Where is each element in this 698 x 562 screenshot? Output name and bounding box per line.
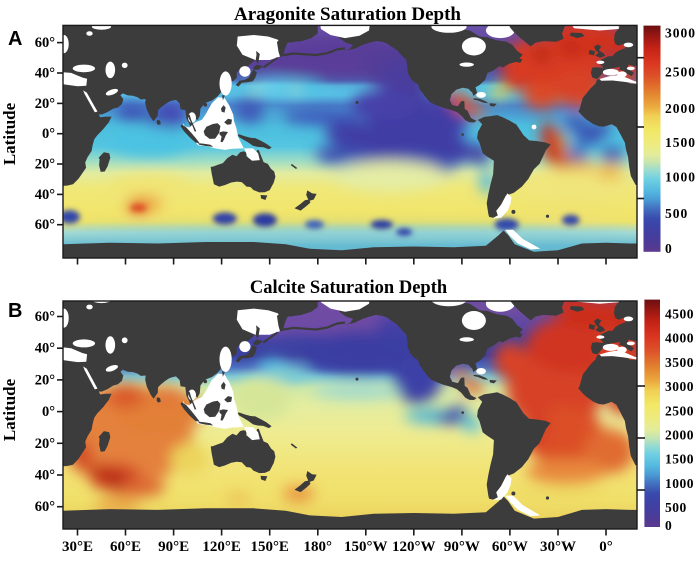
svg-text:B: B xyxy=(8,300,22,322)
svg-text:120°E: 120°E xyxy=(202,539,241,555)
svg-text:0°: 0° xyxy=(42,126,55,142)
svg-text:500: 500 xyxy=(665,500,687,515)
svg-text:120°W: 120°W xyxy=(392,539,436,555)
svg-text:40°: 40° xyxy=(35,341,56,357)
svg-text:150°E: 150°E xyxy=(250,539,289,555)
svg-text:1500: 1500 xyxy=(665,135,696,150)
svg-text:3000: 3000 xyxy=(665,26,696,41)
svg-text:Calcite Saturation Depth: Calcite Saturation Depth xyxy=(250,278,448,298)
svg-text:150°W: 150°W xyxy=(344,539,388,555)
svg-text:30°W: 30°W xyxy=(540,539,576,555)
svg-text:90°W: 90°W xyxy=(444,539,480,555)
svg-text:0°: 0° xyxy=(599,539,613,555)
svg-text:3500: 3500 xyxy=(665,355,694,370)
svg-text:30°E: 30°E xyxy=(62,539,93,555)
svg-text:2500: 2500 xyxy=(665,65,696,80)
svg-text:180°: 180° xyxy=(304,539,333,555)
svg-text:40°: 40° xyxy=(35,66,56,82)
svg-text:90°E: 90°E xyxy=(158,539,189,555)
svg-text:4000: 4000 xyxy=(665,331,694,346)
svg-text:60°: 60° xyxy=(35,217,56,233)
svg-text:A: A xyxy=(8,28,22,50)
svg-text:500: 500 xyxy=(665,206,688,221)
svg-text:2000: 2000 xyxy=(665,428,694,443)
svg-text:20°: 20° xyxy=(35,372,56,388)
svg-text:Aragonite Saturation Depth: Aragonite Saturation Depth xyxy=(234,4,461,25)
svg-text:3000: 3000 xyxy=(665,379,694,394)
svg-text:1000: 1000 xyxy=(665,170,696,185)
svg-text:0: 0 xyxy=(665,518,672,533)
svg-text:20°: 20° xyxy=(35,436,56,452)
svg-text:60°E: 60°E xyxy=(110,539,141,555)
svg-text:60°: 60° xyxy=(35,499,56,515)
svg-text:1500: 1500 xyxy=(665,452,694,467)
svg-text:20°: 20° xyxy=(35,96,56,112)
svg-text:2000: 2000 xyxy=(665,101,696,116)
svg-text:4500: 4500 xyxy=(665,307,694,322)
svg-text:2500: 2500 xyxy=(665,403,694,418)
svg-text:0: 0 xyxy=(665,241,673,256)
svg-text:60°W: 60°W xyxy=(492,539,528,555)
svg-text:60°: 60° xyxy=(35,309,56,325)
svg-text:1000: 1000 xyxy=(665,476,694,491)
svg-text:20°: 20° xyxy=(35,157,56,173)
svg-text:40°: 40° xyxy=(35,468,56,484)
svg-text:0°: 0° xyxy=(42,404,55,420)
svg-text:40°: 40° xyxy=(35,187,56,203)
svg-text:60°: 60° xyxy=(35,35,56,51)
svg-text:Latitude: Latitude xyxy=(0,102,19,165)
svg-text:Latitude: Latitude xyxy=(0,378,19,441)
